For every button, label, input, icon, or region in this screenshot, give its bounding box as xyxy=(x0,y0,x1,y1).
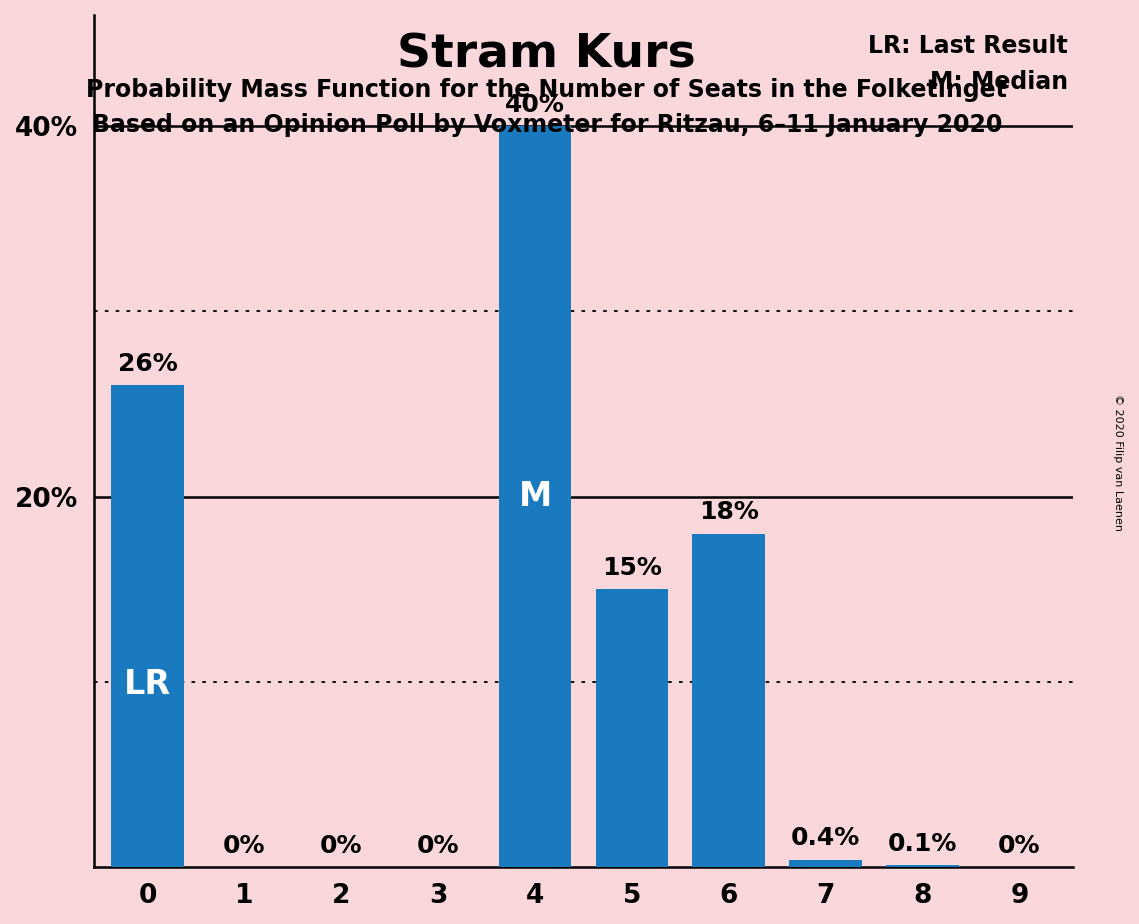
Text: Probability Mass Function for the Number of Seats in the Folketinget: Probability Mass Function for the Number… xyxy=(87,78,1007,102)
Text: LR: Last Result: LR: Last Result xyxy=(868,34,1068,57)
Text: 0%: 0% xyxy=(223,833,265,857)
Text: 0.4%: 0.4% xyxy=(792,826,860,850)
Text: 0%: 0% xyxy=(320,833,362,857)
Text: 40%: 40% xyxy=(505,93,565,116)
Text: LR: LR xyxy=(124,667,171,700)
Text: M: M xyxy=(518,480,551,513)
Text: 0.1%: 0.1% xyxy=(888,832,957,856)
Text: Based on an Opinion Poll by Voxmeter for Ritzau, 6–11 January 2020: Based on an Opinion Poll by Voxmeter for… xyxy=(91,113,1002,137)
Bar xyxy=(596,590,669,867)
Bar xyxy=(693,534,765,867)
Text: 26%: 26% xyxy=(117,352,178,376)
Text: 0%: 0% xyxy=(417,833,459,857)
Text: 18%: 18% xyxy=(699,501,759,524)
Bar xyxy=(112,385,183,867)
Bar xyxy=(789,859,862,867)
Bar xyxy=(499,127,572,867)
Text: © 2020 Filip van Laenen: © 2020 Filip van Laenen xyxy=(1114,394,1123,530)
Bar xyxy=(886,865,959,867)
Text: Stram Kurs: Stram Kurs xyxy=(398,32,696,78)
Text: 0%: 0% xyxy=(998,833,1041,857)
Text: 15%: 15% xyxy=(603,556,662,580)
Text: M: Median: M: Median xyxy=(929,70,1068,94)
